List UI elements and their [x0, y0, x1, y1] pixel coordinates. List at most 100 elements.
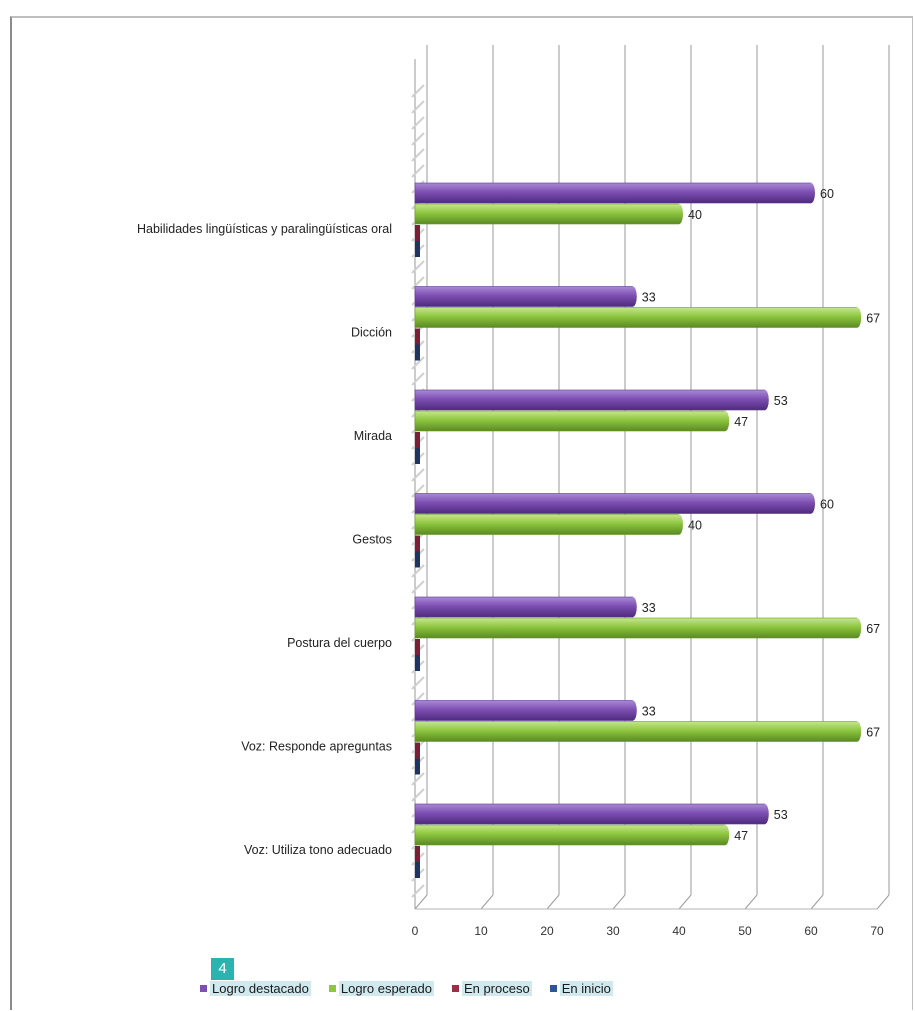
category-label: Voz: Responde apreguntas [241, 740, 392, 754]
x-tick-label: 50 [738, 924, 752, 938]
legend-label: Logro destacado [210, 980, 311, 996]
bar-en-inicio [415, 448, 420, 464]
bar-cap [760, 390, 769, 410]
bar-en-proceso [415, 846, 420, 862]
x-tick-label: 20 [540, 924, 554, 938]
gridline-floor [414, 894, 428, 910]
bar-en-inicio [415, 758, 420, 775]
page-badge: 4 [211, 958, 234, 980]
legend-label: En inicio [559, 980, 613, 996]
bar-cap [760, 804, 769, 824]
bar-en-proceso [415, 742, 420, 759]
x-tick-label: 0 [412, 924, 419, 938]
x-tick-label: 40 [672, 924, 686, 938]
category-label: Habilidades lingüísticas y paralingüísti… [137, 222, 392, 236]
data-label: 33 [642, 601, 656, 615]
bar-cap [807, 183, 815, 203]
bar-logro-esperado [414, 824, 726, 846]
x-tick-label: 10 [474, 924, 488, 938]
bar-en-proceso [415, 432, 420, 448]
data-label: 40 [688, 519, 702, 533]
bar-logro-destacado [414, 182, 812, 204]
data-label: 33 [642, 291, 656, 305]
gridline-floor [876, 894, 890, 910]
gridlines [411, 45, 890, 910]
bar-cap [721, 411, 730, 431]
gridline-floor [546, 894, 560, 910]
bar-logro-esperado [414, 721, 858, 742]
bar-logro-destacado [414, 286, 634, 307]
bar-cap [628, 597, 637, 617]
bar-logro-destacado [414, 700, 634, 721]
wall-stripe [411, 356, 425, 370]
gridline-floor [810, 894, 824, 910]
wall-stripe [411, 564, 425, 578]
bar-logro-esperado [414, 203, 680, 225]
labels: 0 10 20 30 40 50 60 70 Habilidades lingüísticas … [137, 187, 884, 938]
data-label: 60 [820, 187, 834, 201]
legend-swatch [328, 984, 336, 992]
data-label: 47 [734, 829, 748, 843]
gridline-floor [678, 894, 692, 910]
data-label: 67 [866, 622, 880, 636]
bar-en-proceso [415, 328, 420, 345]
bar-en-proceso [415, 639, 420, 655]
category-label: Voz: Utiliza tono adecuado [244, 843, 392, 857]
bar-cap [853, 618, 862, 638]
bar-en-inicio [415, 655, 420, 671]
bar-cap [675, 204, 683, 224]
wall-stripe [411, 692, 425, 706]
data-label: 67 [866, 726, 880, 740]
bar-logro-esperado [414, 410, 726, 432]
wall-stripe [411, 132, 425, 146]
bar-logro-esperado [414, 514, 680, 535]
wall-stripe [411, 100, 425, 114]
bar-en-proceso [415, 225, 420, 241]
bar-en-proceso [415, 535, 420, 552]
wall-stripe [411, 260, 425, 274]
bar-logro-destacado [414, 493, 812, 514]
wall-stripe [411, 372, 425, 386]
gridline-floor [480, 894, 494, 910]
bar-logro-esperado [414, 307, 858, 328]
wall-stripe [411, 772, 425, 786]
bar-cap [675, 514, 683, 535]
legend: Logro destacado Logro esperado En proces… [200, 978, 613, 998]
wall-stripe [411, 164, 425, 178]
wall-stripe [411, 676, 425, 690]
data-label: 33 [642, 705, 656, 719]
x-tick-label: 60 [804, 924, 818, 938]
bar-logro-destacado [414, 803, 766, 825]
wall-stripe [411, 148, 425, 162]
bar-en-inicio [415, 241, 420, 257]
data-label: 40 [688, 208, 702, 222]
legend-item-en-inicio: En inicio [549, 980, 613, 996]
bar-cap [853, 307, 862, 328]
bar-logro-destacado [414, 389, 766, 411]
data-label: 67 [866, 312, 880, 326]
bar-cap [628, 286, 637, 307]
legend-label: Logro esperado [338, 980, 434, 996]
wall-stripe [411, 788, 425, 802]
gridline-floor [612, 894, 626, 910]
legend-item-logro-esperado: Logro esperado [328, 980, 434, 996]
legend-item-en-proceso: En proceso [451, 980, 532, 996]
bars [414, 182, 862, 878]
bar-logro-esperado [414, 617, 858, 639]
legend-swatch [451, 984, 459, 992]
bar-cap [807, 493, 815, 514]
wall-stripe [411, 276, 425, 290]
bar-cap [628, 700, 637, 721]
wall-stripe [411, 580, 425, 594]
bar-en-inicio [415, 344, 420, 361]
data-label: 60 [820, 498, 834, 512]
data-label: 47 [734, 415, 748, 429]
category-label: Dicción [351, 326, 392, 340]
legend-label: En proceso [461, 980, 532, 996]
wall-stripe [411, 84, 425, 98]
bar-logro-destacado [414, 596, 634, 618]
gridline-floor [744, 894, 758, 910]
x-tick-label: 30 [606, 924, 620, 938]
category-label: Mirada [354, 429, 392, 443]
